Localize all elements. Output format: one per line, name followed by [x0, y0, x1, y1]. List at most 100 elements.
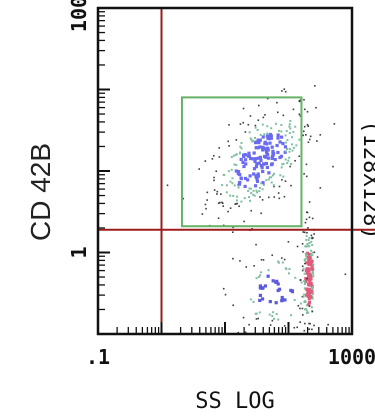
- data-point: [305, 163, 308, 166]
- data-point: [312, 263, 315, 266]
- data-point: [268, 137, 272, 141]
- data-point: [236, 171, 240, 176]
- data-point: [273, 172, 276, 175]
- data-point: [278, 140, 282, 144]
- data-point: [302, 251, 304, 253]
- data-point: [267, 269, 270, 272]
- data-point: [261, 148, 265, 152]
- data-point: [263, 147, 267, 151]
- data-point: [307, 141, 310, 144]
- data-point: [278, 155, 282, 160]
- data-point: [298, 100, 301, 102]
- data-point: [235, 199, 238, 202]
- data-point: [268, 176, 271, 179]
- data-point: [271, 314, 274, 317]
- data-point: [308, 256, 312, 260]
- data-point: [292, 108, 295, 111]
- data-point: [218, 156, 221, 158]
- data-point: [262, 259, 265, 261]
- data-point: [305, 175, 308, 178]
- data-point: [255, 179, 260, 184]
- data-point: [290, 163, 293, 166]
- data-point: [309, 277, 313, 281]
- data-point: [272, 311, 275, 314]
- data-point: [308, 252, 312, 257]
- data-point: [258, 284, 263, 288]
- data-point: [284, 158, 287, 161]
- data-point: [235, 139, 238, 141]
- data-point: [301, 269, 304, 272]
- data-point: [229, 194, 232, 197]
- data-point: [270, 181, 273, 184]
- data-point: [284, 150, 287, 153]
- data-point: [257, 104, 260, 107]
- data-point: [265, 165, 270, 170]
- data-point: [268, 196, 270, 199]
- data-point: [311, 285, 314, 288]
- data-point: [290, 184, 292, 187]
- data-point: [307, 273, 311, 277]
- data-point: [307, 267, 311, 271]
- data-point: [213, 179, 215, 182]
- data-point: [259, 133, 262, 136]
- data-point: [271, 149, 275, 153]
- data-point: [256, 172, 260, 176]
- data-point: [260, 182, 263, 185]
- data-point: [263, 284, 268, 288]
- data-point: [285, 129, 288, 132]
- tick-labels: .1 1000 1 1000: [67, 0, 375, 369]
- data-point: [264, 114, 266, 116]
- data-point: [232, 154, 235, 157]
- data-point: [270, 176, 273, 179]
- data-point: [304, 279, 308, 284]
- data-point: [243, 158, 248, 162]
- data-point: [265, 151, 269, 155]
- data-point: [211, 158, 214, 160]
- data-point: [303, 272, 306, 275]
- data-point: [305, 251, 310, 255]
- data-point: [293, 298, 296, 301]
- data-point: [312, 275, 315, 278]
- data-point: [227, 210, 229, 213]
- data-point: [261, 135, 265, 139]
- data-point: [310, 264, 314, 268]
- data-point: [297, 304, 300, 307]
- data-point: [249, 187, 252, 190]
- y-tick-label: 1: [67, 246, 91, 258]
- data-point: [294, 159, 296, 162]
- data-point: [306, 294, 310, 298]
- data-point: [221, 184, 224, 187]
- data-point: [273, 185, 275, 188]
- data-point: [307, 227, 309, 229]
- data-point: [278, 197, 281, 200]
- data-point: [266, 148, 270, 152]
- data-point: [256, 156, 261, 160]
- data-point: [266, 146, 270, 150]
- data-point: [285, 267, 288, 270]
- data-point: [284, 134, 287, 137]
- data-point: [304, 282, 307, 285]
- data-point: [310, 290, 314, 294]
- data-point: [249, 115, 252, 117]
- gate-rectangle: [180, 96, 303, 228]
- data-point: [302, 267, 305, 270]
- data-point: [306, 276, 311, 280]
- data-point: [249, 199, 252, 202]
- axis-ticks: [97, 11, 350, 335]
- data-point: [283, 88, 286, 90]
- data-point: [221, 201, 223, 204]
- data-point: [309, 322, 311, 325]
- data-point: [250, 209, 253, 212]
- data-point: [306, 255, 310, 259]
- data-point: [308, 279, 312, 284]
- data-point: [306, 110, 309, 113]
- data-point: [237, 182, 242, 186]
- data-point: [327, 323, 329, 326]
- data-point: [273, 157, 277, 162]
- data-point: [304, 308, 307, 311]
- data-point: [265, 134, 270, 138]
- data-point: [307, 282, 311, 286]
- data-point: [279, 135, 284, 139]
- data-point: [308, 305, 311, 308]
